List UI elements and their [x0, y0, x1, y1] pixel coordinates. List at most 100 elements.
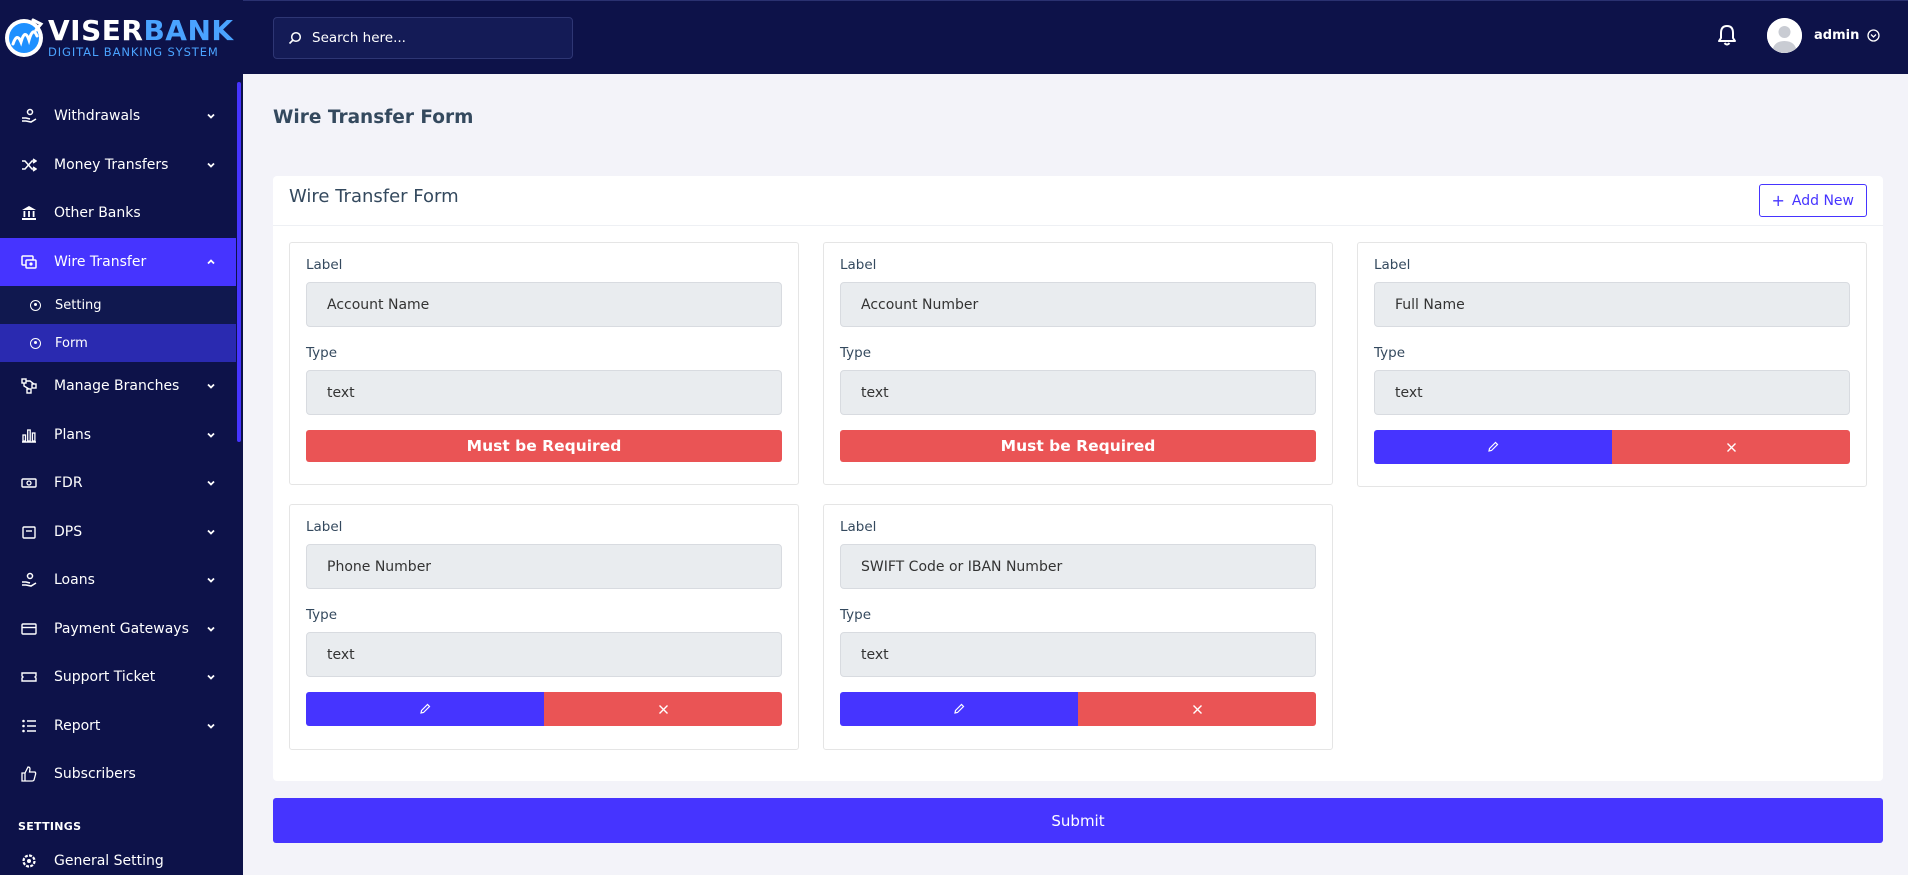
user-name: admin — [1814, 28, 1860, 43]
add-new-button[interactable]: + Add New — [1758, 184, 1867, 217]
brand-tagline: DIGITAL BANKING SYSTEM — [48, 45, 219, 59]
submit-button[interactable]: Submit — [273, 798, 1883, 843]
chevron-down-icon — [207, 481, 215, 487]
close-icon — [1726, 442, 1736, 452]
search-icon — [288, 31, 302, 45]
delete-field-button[interactable] — [1612, 430, 1850, 464]
thumbs-up-icon — [20, 765, 38, 783]
delete-field-button[interactable] — [544, 692, 782, 726]
chevron-up-icon — [207, 258, 215, 264]
field-actions — [840, 692, 1316, 726]
search-input[interactable] — [312, 30, 542, 46]
pencil-icon — [1488, 441, 1499, 452]
chevron-down-circle-icon — [1867, 29, 1880, 42]
chevron-down-icon — [207, 529, 215, 535]
wallet-icon — [20, 523, 38, 541]
hand-coin-icon — [20, 571, 38, 589]
sidebar-item-money-transfers[interactable]: Money Transfers — [0, 141, 236, 190]
sidebar-item-dps[interactable]: DPS — [0, 508, 236, 557]
field-label-input: Account Name — [306, 282, 782, 327]
bank-icon — [20, 204, 38, 222]
edit-field-button[interactable] — [306, 692, 544, 726]
wire-transfer-submenu: Setting Form — [0, 286, 236, 362]
sidebar-item-general-setting[interactable]: General Setting — [0, 837, 236, 875]
sidebar-item-label: Payment Gateways — [54, 620, 189, 637]
chevron-down-icon — [207, 114, 215, 120]
sidebar-item-label: Plans — [54, 426, 92, 443]
sidebar-item-report[interactable]: Report — [0, 702, 236, 751]
sidebar-subitem-setting[interactable]: Setting — [0, 286, 236, 324]
field-label-input: Phone Number — [306, 544, 782, 589]
field-label-caption: Label — [840, 519, 877, 535]
chevron-down-icon — [207, 626, 215, 632]
field-label-caption: Label — [840, 257, 877, 273]
field-type-caption: Type — [306, 607, 338, 623]
search-box — [273, 17, 573, 59]
sidebar-item-subscribers[interactable]: Subscribers — [0, 750, 236, 799]
field-label-input: SWIFT Code or IBAN Number — [840, 544, 1316, 589]
wire-transfer-icon — [20, 253, 38, 271]
form-field-card: Label Account Name Type text Must be Req… — [289, 242, 799, 485]
chevron-down-icon — [207, 162, 215, 168]
bar-chart-icon — [20, 426, 38, 444]
sidebar-menu: Withdrawals Money Transfers Other Banks … — [0, 92, 236, 875]
sidebar-item-fdr[interactable]: FDR — [0, 459, 236, 508]
form-field-card: Label Full Name Type text — [1357, 242, 1867, 487]
chevron-down-icon — [207, 723, 215, 729]
brand-name-part1: VISER — [48, 14, 144, 47]
field-label-caption: Label — [306, 257, 343, 273]
chevron-down-icon — [207, 578, 215, 584]
field-actions — [1374, 430, 1850, 464]
field-type-caption: Type — [840, 607, 872, 623]
sidebar-item-label: Other Banks — [54, 205, 141, 222]
circle-dot-icon — [30, 299, 41, 311]
sidebar-item-wire-transfer[interactable]: Wire Transfer — [0, 237, 236, 286]
sidebar-section-title: SETTINGS — [18, 819, 82, 833]
brand-name: VISERBANK — [48, 14, 234, 48]
sidebar-item-payment-gateways[interactable]: Payment Gateways — [0, 605, 236, 654]
sidebar-scrollbar[interactable] — [237, 82, 241, 442]
user-menu[interactable]: admin — [1767, 18, 1880, 53]
required-badge: Must be Required — [306, 430, 782, 462]
chevron-down-icon — [207, 384, 215, 390]
field-type-caption: Type — [306, 345, 338, 361]
sidebar-item-other-banks[interactable]: Other Banks — [0, 189, 236, 238]
field-type-caption: Type — [840, 345, 872, 361]
list-icon — [20, 717, 38, 735]
field-actions — [306, 692, 782, 726]
sidebar-item-label: Report — [54, 717, 101, 734]
gear-icon — [20, 852, 38, 870]
pencil-icon — [954, 703, 965, 714]
ticket-icon — [20, 668, 38, 686]
plus-icon: + — [1771, 190, 1785, 210]
card-header: Wire Transfer Form + Add New — [273, 176, 1883, 226]
field-type-input: text — [306, 370, 782, 415]
shuffle-icon — [20, 156, 38, 174]
branches-icon — [20, 377, 38, 395]
sidebar-item-label: General Setting — [54, 852, 164, 869]
sidebar-item-withdrawals[interactable]: Withdrawals — [0, 92, 236, 141]
notification-bell-icon[interactable] — [1716, 23, 1738, 47]
form-builder-card: Wire Transfer Form + Add New Label Accou… — [273, 176, 1883, 781]
field-type-input: text — [840, 370, 1316, 415]
sidebar-item-loans[interactable]: Loans — [0, 556, 236, 605]
brand-logo[interactable]: VISERBANK DIGITAL BANKING SYSTEM — [3, 14, 234, 59]
chevron-down-icon — [207, 432, 215, 438]
sidebar-item-plans[interactable]: Plans — [0, 411, 236, 460]
sidebar-item-manage-branches[interactable]: Manage Branches — [0, 362, 236, 411]
sidebar-item-support-ticket[interactable]: Support Ticket — [0, 653, 236, 702]
delete-field-button[interactable] — [1078, 692, 1316, 726]
sidebar-subitem-label: Form — [55, 335, 88, 351]
brand-name-part2: BANK — [143, 14, 234, 47]
sidebar-subitem-form[interactable]: Form — [0, 324, 236, 362]
form-field-card: Label SWIFT Code or IBAN Number Type tex… — [823, 504, 1333, 750]
add-new-label: Add New — [1791, 192, 1854, 209]
sidebar-item-label: Subscribers — [54, 766, 136, 783]
edit-field-button[interactable] — [840, 692, 1078, 726]
credit-card-icon — [20, 620, 38, 638]
avatar — [1767, 18, 1802, 53]
close-icon — [658, 704, 668, 714]
field-label-input: Full Name — [1374, 282, 1850, 327]
edit-field-button[interactable] — [1374, 430, 1612, 464]
card-title: Wire Transfer Form — [289, 186, 459, 207]
